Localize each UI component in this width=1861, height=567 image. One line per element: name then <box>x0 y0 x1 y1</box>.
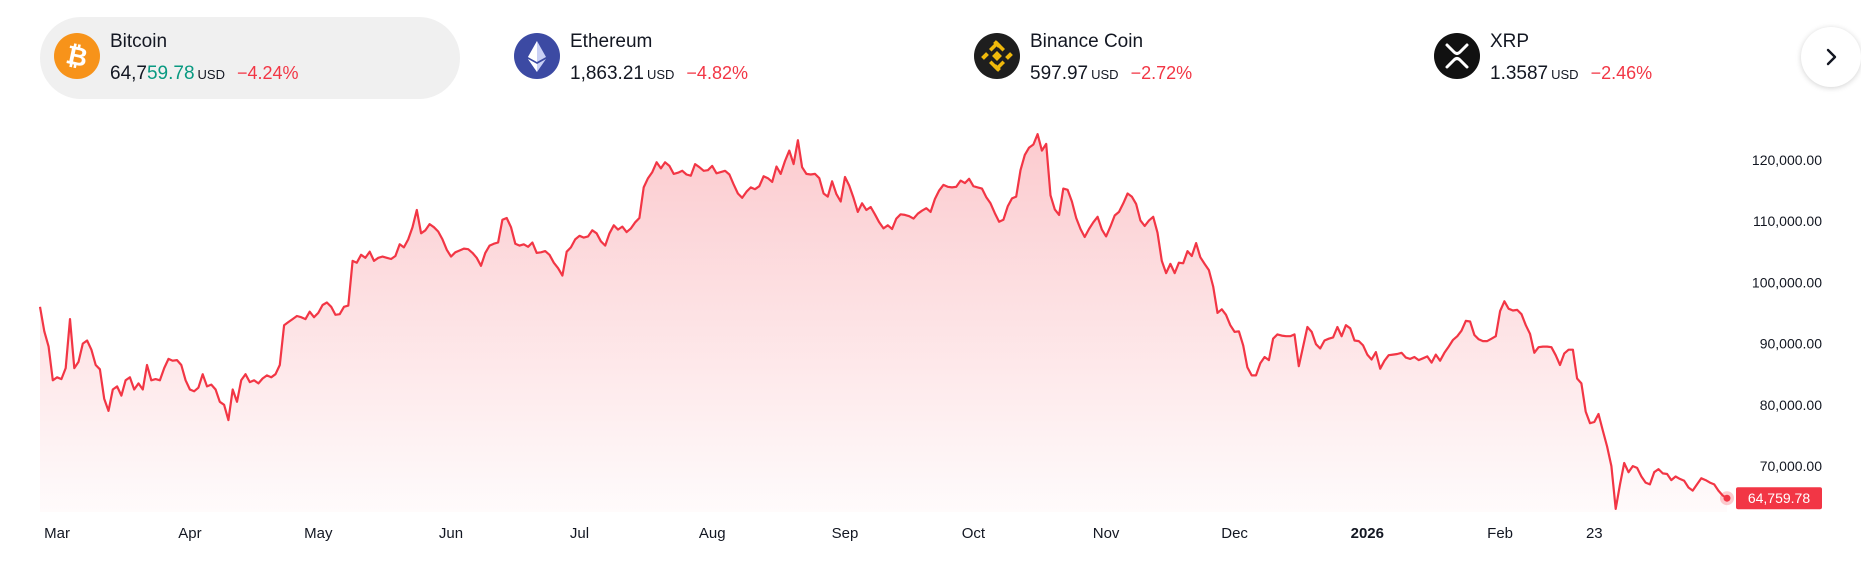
next-tickers-button[interactable] <box>1801 27 1861 87</box>
x-axis: Mar Apr May Jun Jul Aug Sep Oct Nov Dec 2026 Feb 23 <box>44 525 1602 542</box>
x-tick-label: 2026 <box>1351 525 1384 542</box>
ticker-quote: 597.97 USD −2.72% <box>1030 63 1192 85</box>
x-tick-label: Dec <box>1221 525 1248 542</box>
x-tick-label: May <box>304 525 333 542</box>
y-tick-label: 110,000.00 <box>1753 213 1822 229</box>
chevron-right-icon <box>1826 48 1837 66</box>
ticker-name: Bitcoin <box>110 31 168 52</box>
ticker-change: −2.72% <box>1130 63 1193 83</box>
ticker-ethereum[interactable]: Ethereum 1,863.21 USD −4.82% <box>500 17 880 99</box>
x-tick-label: Oct <box>962 525 986 542</box>
xrp-icon <box>1434 33 1480 79</box>
ticker-currency: USD <box>197 67 225 82</box>
x-tick-label: Jul <box>570 525 589 542</box>
y-tick-label: 70,000.00 <box>1760 458 1822 474</box>
ticker-currency: USD <box>646 67 675 82</box>
last-value-label-bg <box>1736 487 1822 510</box>
ticker-bitcoin[interactable]: ₿ Bitcoin 64,759.78 USD −4.24% <box>40 17 460 99</box>
x-tick-label: Nov <box>1093 525 1120 542</box>
ticker-bar: ₿ Bitcoin 64,759.78 USD −4.24% Ethereum 1,… <box>0 0 1861 120</box>
ticker-quote: 1,863.21 USD −4.82% <box>570 63 748 85</box>
y-tick-label: 120,000.00 <box>1752 152 1822 168</box>
binance-icon <box>974 33 1020 79</box>
price-area-fill <box>40 134 1727 512</box>
y-tick-label: 100,000.00 <box>1752 274 1822 290</box>
ticker-price: 1.3587 <box>1490 63 1549 84</box>
ticker-change: −2.46% <box>1590 63 1653 83</box>
ethereum-icon <box>514 33 560 79</box>
x-tick-label: Mar <box>44 525 70 542</box>
x-tick-label: Sep <box>832 525 859 542</box>
bitcoin-icon: ₿ <box>54 33 100 79</box>
last-value-label-text: 64,759.78 <box>1748 490 1810 506</box>
ticker-price-prefix: 64,7 <box>110 63 147 84</box>
x-tick-label: Aug <box>699 525 726 542</box>
ticker-xrp[interactable]: XRP 1.3587 USD −2.46% <box>1420 17 1780 99</box>
x-tick-label: Apr <box>178 525 201 542</box>
ticker-change: −4.24% <box>236 63 299 83</box>
ticker-binance-coin[interactable]: Binance Coin 597.97 USD −2.72% <box>960 17 1360 99</box>
x-tick-label: Feb <box>1487 525 1513 542</box>
ticker-quote: 1.3587 USD −2.46% <box>1490 63 1652 85</box>
last-value-label: 64,759.78 <box>1736 487 1822 510</box>
ticker-name: XRP <box>1490 31 1530 52</box>
price-line <box>38 133 1728 510</box>
svg-text:₿: ₿ <box>64 39 91 73</box>
ticker-quote: 64,759.78 USD −4.24% <box>110 63 299 85</box>
ticker-currency: USD <box>1091 67 1119 82</box>
ticker-price-highlight: 59.78 <box>146 63 195 84</box>
ticker-change: −4.82% <box>686 63 748 83</box>
x-tick-label: 23 <box>1586 525 1603 542</box>
ticker-currency: USD <box>1551 67 1579 82</box>
ticker-price: 597.97 <box>1030 63 1089 84</box>
last-point-marker <box>1723 494 1731 502</box>
price-chart[interactable]: 120,000.00 110,000.00 100,000.00 90,000.00 8… <box>0 120 1861 567</box>
ticker-price: 64,759.78 <box>110 63 195 84</box>
ticker-name: Binance Coin <box>1030 31 1144 52</box>
x-tick-label: Jun <box>439 525 463 542</box>
ticker-name: Ethereum <box>570 31 653 52</box>
y-tick-label: 90,000.00 <box>1760 336 1822 352</box>
ticker-price: 1,863.21 <box>570 63 644 84</box>
y-axis: 120,000.00 110,000.00 100,000.00 90,000.00 8… <box>1752 152 1822 474</box>
y-tick-label: 80,000.00 <box>1760 397 1822 413</box>
